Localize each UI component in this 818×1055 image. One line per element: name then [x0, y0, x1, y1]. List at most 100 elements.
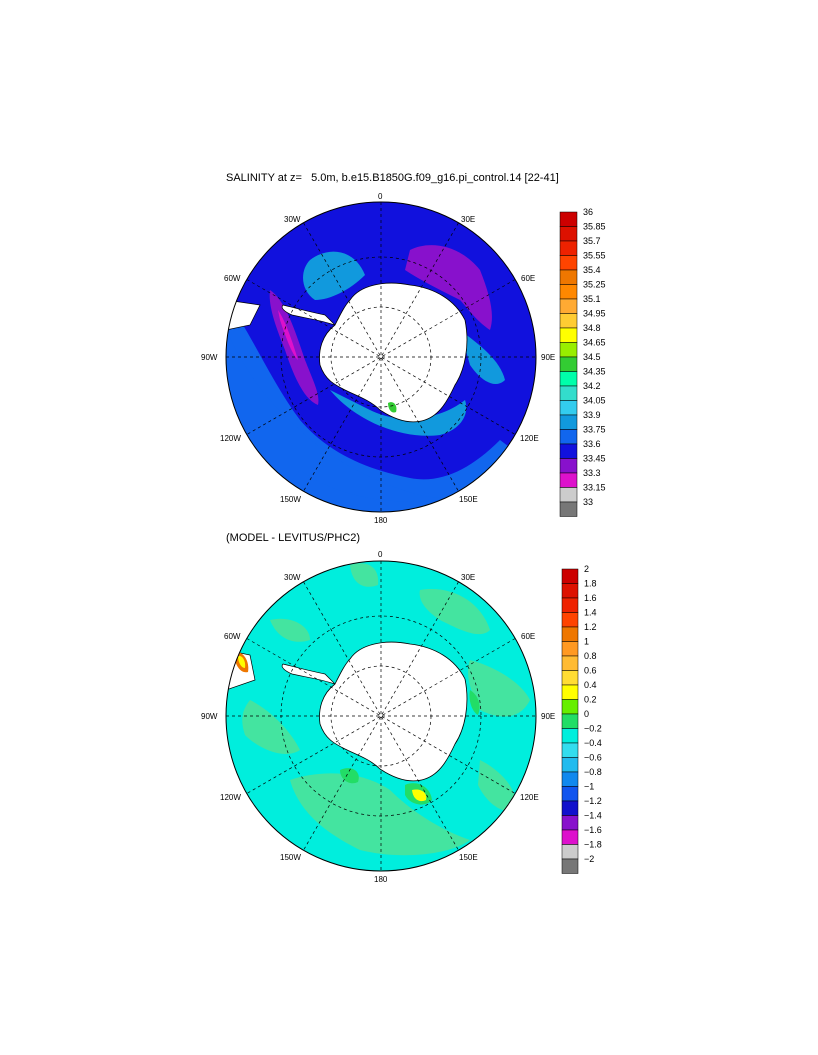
bottom-lon-30w: 30W — [284, 573, 301, 582]
salinity-colorbar-swatch — [559, 385, 578, 401]
top-lon-60w: 60W — [224, 274, 241, 283]
top-lon-150e: 150E — [459, 495, 478, 504]
salinity-colorbar-tick-label: 35.7 — [583, 236, 601, 246]
salinity-colorbar-tick-label: 33.45 — [583, 454, 606, 464]
salinity-colorbar-swatch — [559, 443, 578, 459]
salinity-colorbar-swatch — [559, 487, 578, 503]
salinity-colorbar-swatch — [559, 501, 578, 517]
difference-colorbar-swatch — [561, 670, 579, 686]
salinity-colorbar-swatch — [559, 429, 578, 445]
difference-colorbar-swatch — [561, 612, 579, 628]
salinity-colorbar-swatch — [559, 298, 578, 314]
salinity-colorbar-tick-label: 35.1 — [583, 294, 601, 304]
salinity-colorbar-tick-label: 35.55 — [583, 251, 606, 261]
difference-colorbar-tick-label: 1.8 — [584, 579, 597, 589]
difference-colorbar-tick-label: 1.4 — [584, 608, 597, 618]
salinity-colorbar-swatch — [559, 414, 578, 430]
top-lon-180: 180 — [374, 516, 388, 525]
bottom-lon-60w: 60W — [224, 632, 241, 641]
difference-colorbar-tick-label: 1.2 — [584, 622, 597, 632]
difference-colorbar-tick-label: 1 — [584, 637, 589, 647]
difference-colorbar-tick-label: −1.2 — [584, 796, 602, 806]
bottom-map-title: (MODEL - LEVITUS/PHC2) — [226, 532, 361, 544]
bottom-lon-150w: 150W — [280, 853, 301, 862]
bottom-lon-180: 180 — [374, 875, 388, 884]
salinity-colorbar-swatch — [559, 371, 578, 387]
salinity-colorbar-swatch — [559, 211, 578, 227]
salinity-colorbar-tick-label: 36 — [583, 207, 593, 217]
salinity-colorbar-swatch — [559, 356, 578, 372]
salinity-colorbar-tick-label: 33.3 — [583, 468, 601, 478]
bottom-map-graticule — [226, 561, 536, 871]
difference-colorbar-swatch — [561, 786, 579, 802]
salinity-colorbar-swatch — [559, 284, 578, 300]
difference-colorbar-swatch — [561, 713, 579, 729]
salinity-colorbar-swatch — [559, 342, 578, 358]
difference-colorbar-swatch — [561, 858, 579, 874]
salinity-colorbar-tick-label: 34.5 — [583, 352, 601, 362]
bottom-lon-30e: 30E — [461, 573, 475, 582]
bottom-lon-120e: 120E — [520, 793, 539, 802]
difference-colorbar-swatch — [561, 800, 579, 816]
difference-colorbar-swatch — [561, 583, 579, 599]
difference-colorbar-tick-label: 0 — [584, 709, 589, 719]
bottom-lon-90e: 90E — [541, 712, 555, 721]
difference-colorbar-swatch — [561, 815, 579, 831]
difference-colorbar-swatch — [561, 655, 579, 671]
bottom-lon-90w: 90W — [201, 712, 218, 721]
difference-colorbar-tick-label: 2 — [584, 564, 589, 574]
salinity-colorbar-tick-label: 35.4 — [583, 265, 601, 275]
salinity-colorbar-swatch — [559, 313, 578, 329]
difference-colorbar-swatch — [561, 684, 579, 700]
salinity-colorbar-tick-label: 33.15 — [583, 483, 606, 493]
salinity-colorbar-swatch — [559, 226, 578, 242]
salinity-colorbar-tick-label: 33 — [583, 497, 593, 507]
difference-colorbar-tick-label: −1.6 — [584, 825, 602, 835]
difference-colorbar-tick-label: −0.6 — [584, 753, 602, 763]
difference-colorbar-tick-label: 0.8 — [584, 651, 597, 661]
salinity-colorbar-tick-label: 33.75 — [583, 425, 606, 435]
salinity-colorbar-swatch — [559, 327, 578, 343]
difference-colorbar-tick-label: 0.2 — [584, 695, 597, 705]
salinity-colorbar-tick-label: 33.6 — [583, 439, 601, 449]
difference-colorbar-swatch — [561, 771, 579, 787]
difference-colorbar-swatch — [561, 641, 579, 657]
difference-colorbar-tick-label: −1 — [584, 782, 594, 792]
salinity-colorbar-tick-label: 35.85 — [583, 222, 606, 232]
difference-colorbar-swatch — [561, 742, 579, 758]
top-lon-0: 0 — [378, 192, 383, 201]
top-map-graticule — [226, 202, 536, 512]
difference-colorbar-swatch — [561, 757, 579, 773]
salinity-colorbar-tick-label: 33.9 — [583, 410, 601, 420]
salinity-colorbar-swatch — [559, 458, 578, 474]
salinity-colorbar-tick-label: 35.25 — [583, 280, 606, 290]
difference-colorbar-tick-label: 1.6 — [584, 593, 597, 603]
top-lon-90e: 90E — [541, 353, 555, 362]
difference-colorbar-swatch — [561, 829, 579, 845]
top-lon-90w: 90W — [201, 353, 218, 362]
difference-colorbar-tick-label: −0.4 — [584, 738, 602, 748]
salinity-colorbar-swatch — [559, 269, 578, 285]
difference-colorbar-tick-label: −0.2 — [584, 724, 602, 734]
salinity-colorbar-tick-label: 34.05 — [583, 396, 606, 406]
difference-colorbar-swatch — [561, 597, 579, 613]
bottom-lon-60e: 60E — [521, 632, 535, 641]
difference-map — [226, 561, 536, 871]
salinity-colorbar-tick-label: 34.2 — [583, 381, 601, 391]
top-map-title: SALINITY at z= 5.0m, b.e15.B1850G.f09_g1… — [226, 172, 559, 184]
difference-colorbar: 2 1.8 1.6 1.4 1.2 1 0.8 0.6 0.4 0.2 0 −0.2 −0.4 −0.6 −… — [561, 564, 602, 874]
difference-colorbar-swatch — [561, 568, 579, 584]
bottom-lon-0: 0 — [378, 550, 383, 559]
top-lon-60e: 60E — [521, 274, 535, 283]
salinity-colorbar-swatch — [559, 472, 578, 488]
salinity-colorbar-tick-label: 34.95 — [583, 309, 606, 319]
salinity-colorbar-tick-label: 34.65 — [583, 338, 606, 348]
difference-colorbar-swatch — [561, 728, 579, 744]
difference-colorbar-tick-label: 0.6 — [584, 666, 597, 676]
difference-colorbar-swatch — [561, 844, 579, 860]
salinity-colorbar: 36 35.85 35.7 35.55 35.4 35.25 35.1 34.95 34.8 34… — [559, 207, 606, 517]
salinity-colorbar-tick-label: 34.8 — [583, 323, 601, 333]
difference-colorbar-tick-label: 0.4 — [584, 680, 597, 690]
top-map-border — [225, 201, 537, 513]
